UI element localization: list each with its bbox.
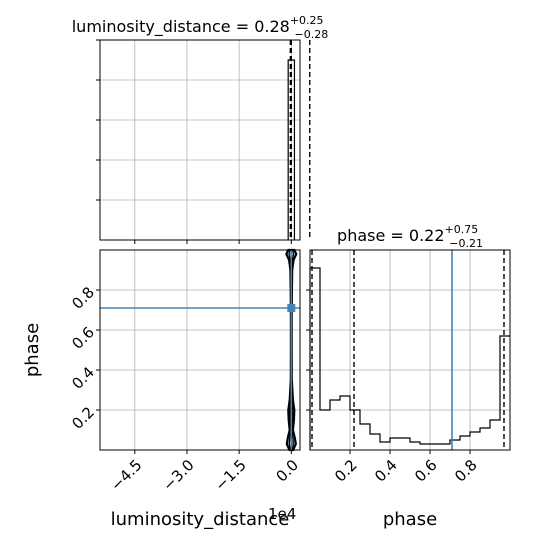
p4-gridlines [310,250,510,450]
p4-title-lower: −0.21 [449,237,483,250]
p1-title: luminosity_distance = 0.28+0.25 −0.28 [72,14,329,41]
p4-title-value: 0.22 [409,226,445,245]
p1-title-value: 0.28 [254,17,290,36]
p4-xtick-label: 0.2 [331,456,361,486]
p4-frame [309,249,511,451]
p4-title-upper: +0.75 [445,223,479,236]
luminosity-distance-marginal-panel: luminosity_distance = 0.28+0.25 −0.28 [72,14,329,244]
p3-xtick-label: −1.5 [211,456,249,494]
p3-xtick-label: 0.0 [272,456,302,486]
p4-histogram-step [309,267,510,450]
p4-histogram [309,250,510,450]
phase-xlabel: phase [383,509,437,530]
p1-title-param: luminosity_distance [72,17,231,37]
joint-ylabel: phase [22,323,43,377]
joint-xlabel: luminosity_distance [111,509,290,530]
p1-title-lower: −0.28 [295,28,329,41]
p3-ticks: −4.5 −3.0 −1.5 0.0 0.2 0.4 0.6 0.8 [68,283,302,494]
p4-xtick-label: 0.6 [411,456,441,486]
p1-title-upper: +0.25 [290,14,324,27]
p3-xtick-label: −4.5 [107,456,145,494]
p3-frame [99,249,301,451]
offset-text: 1e4 [268,505,296,523]
p3-ytick-label: 0.4 [68,363,98,393]
p3-gridlines [100,250,300,450]
p4-title-param: phase [337,226,385,245]
joint-panel: −4.5 −3.0 −1.5 0.0 0.2 0.4 0.6 0.8 luminosity_d… [22,248,302,530]
p3-xtick-label: −3.0 [159,456,197,494]
p3-ytick-label: 0.6 [68,323,98,353]
p1-histogram [287,40,311,240]
p3-ytick-label: 0.2 [68,403,98,433]
p4-ticks: 0.2 0.4 0.6 0.8 [306,289,481,486]
p3-contours [100,248,300,452]
phase-marginal-panel: 0.2 0.4 0.6 0.8 phase = 0.22+0.75 −0.21 phas… [306,223,511,530]
p1-frame [99,39,301,241]
p4-title: phase = 0.22+0.75 −0.21 [337,223,483,250]
p1-ticks [96,39,292,244]
p4-xtick-label: 0.4 [371,456,401,486]
p3-ytick-label: 0.8 [68,283,98,313]
p1-gridlines [100,39,300,240]
p3-truth-marker [287,304,296,312]
p4-xtick-label: 0.8 [451,456,481,486]
